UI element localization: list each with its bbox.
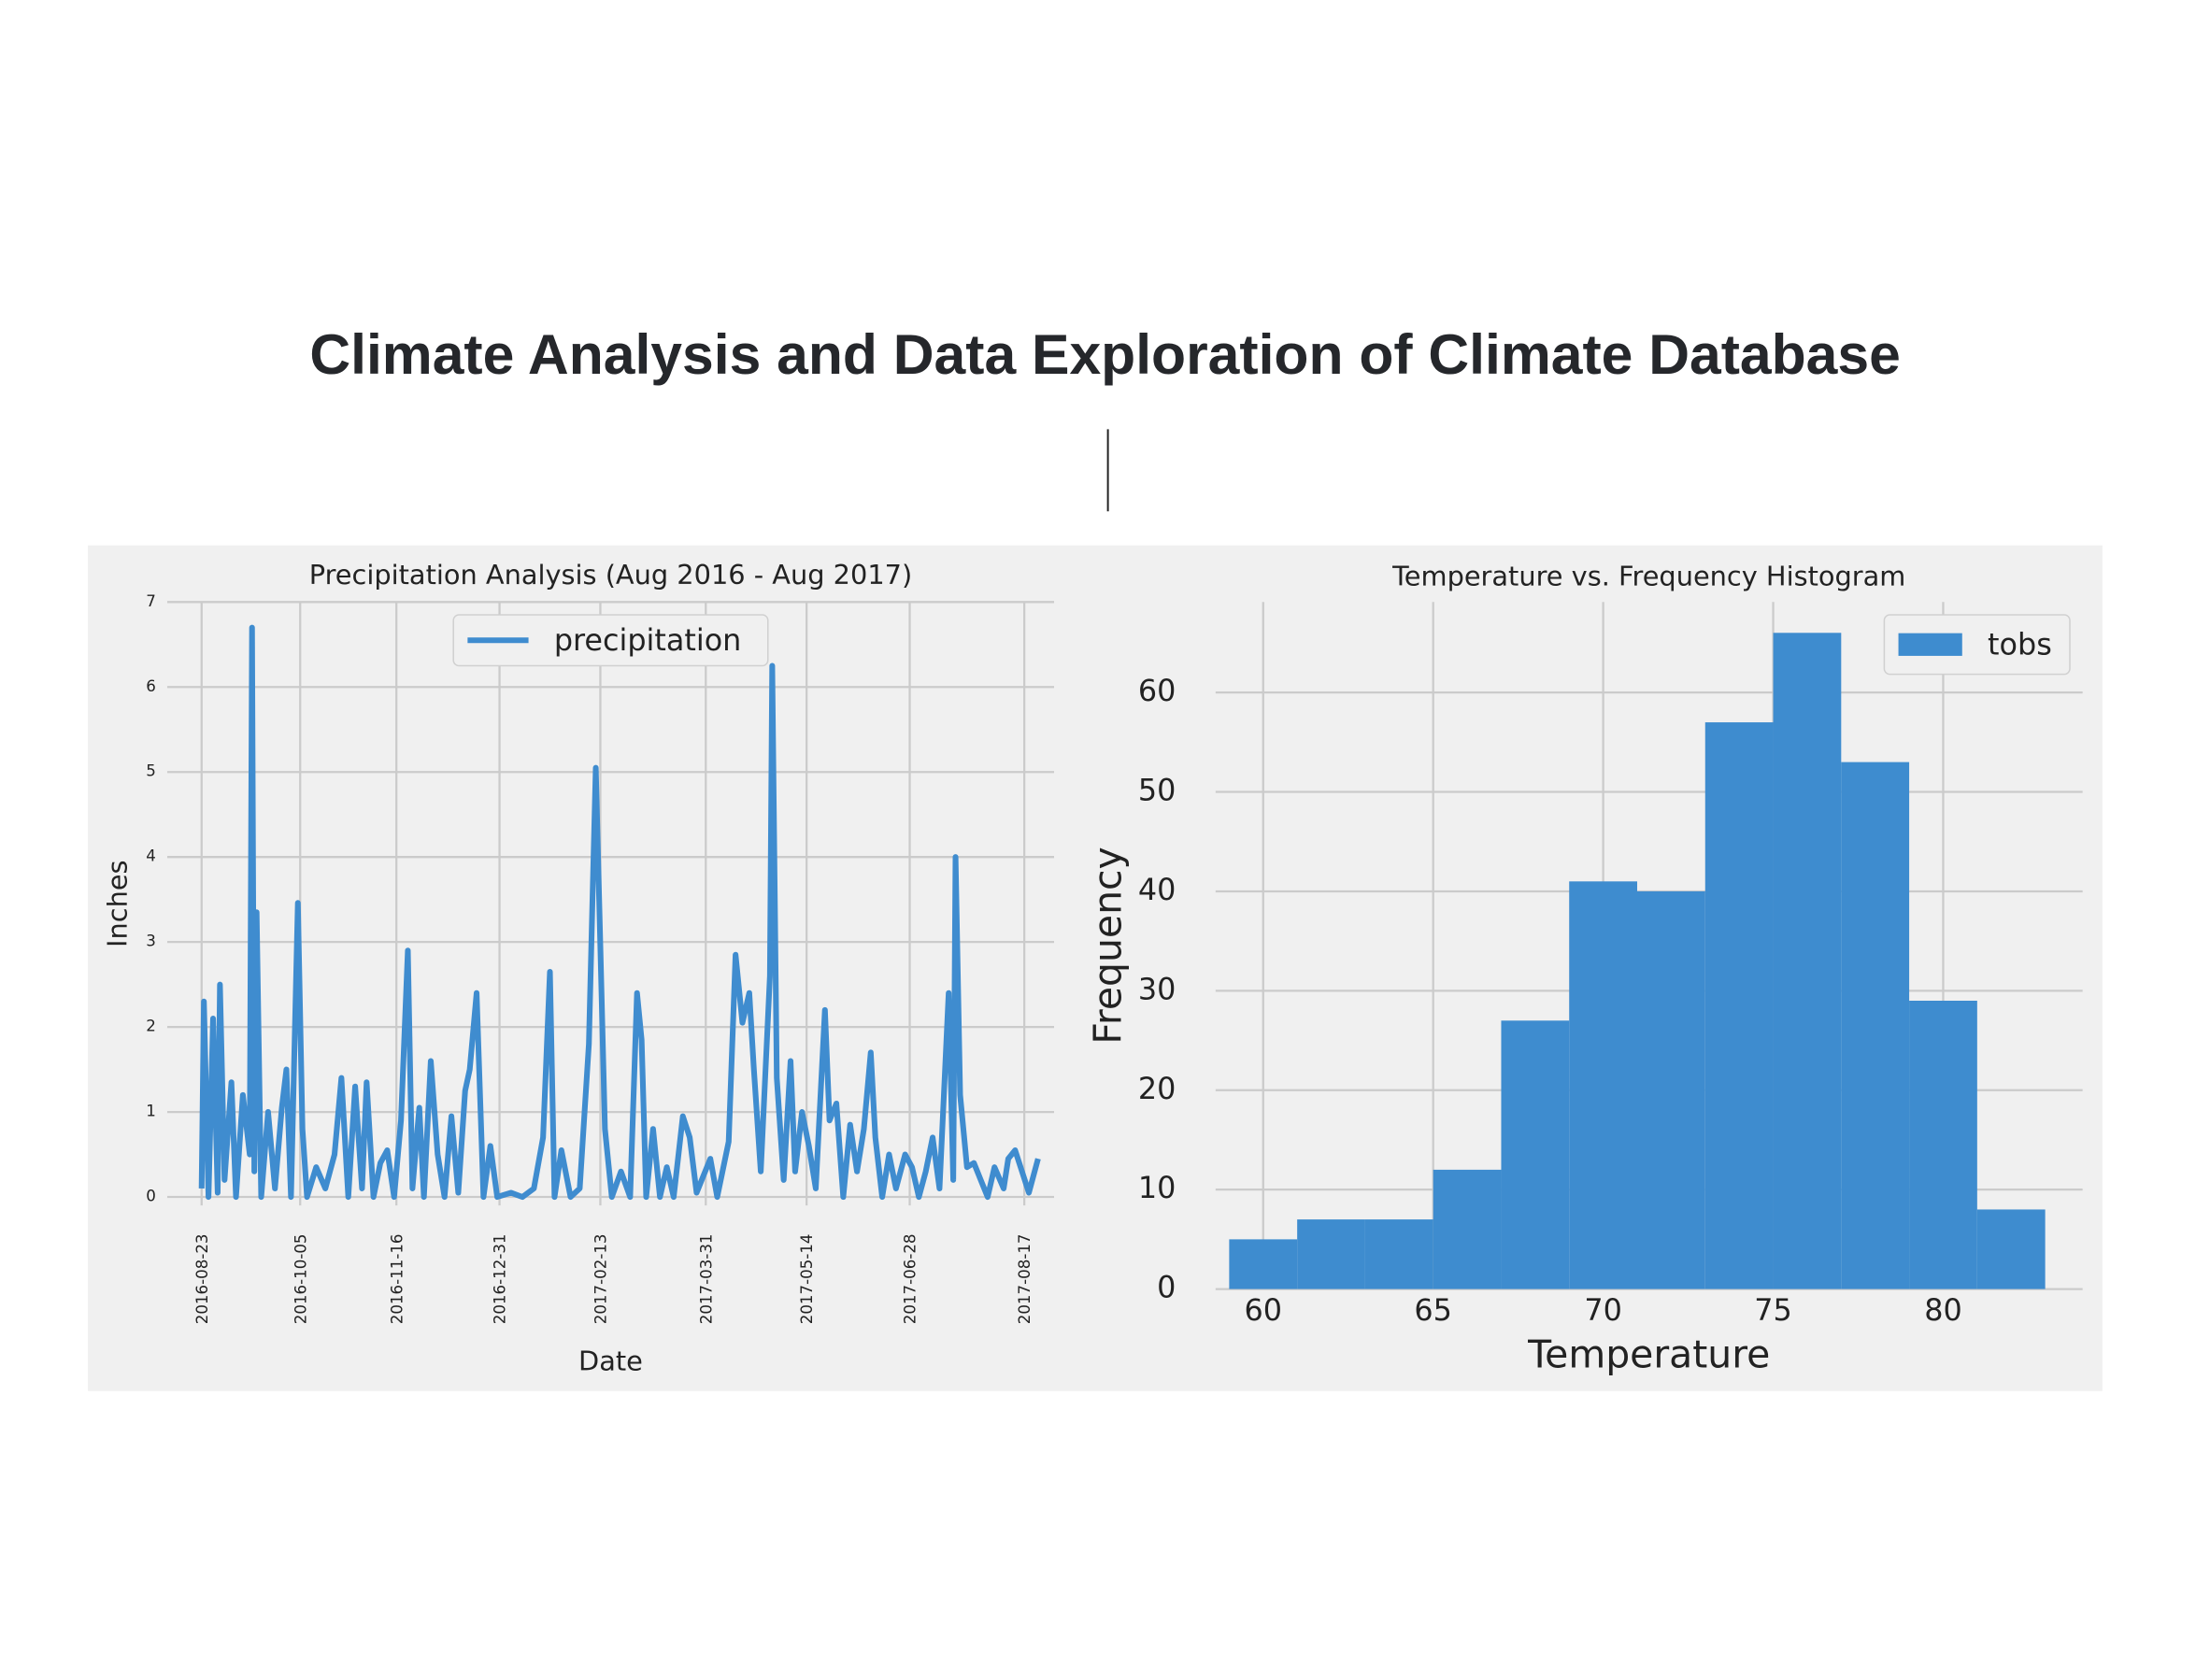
y-tick-label: 6 (146, 677, 156, 695)
histogram-bar (1909, 1000, 1977, 1289)
y-tick-label: 2 (146, 1018, 156, 1035)
y-tick-label: 0 (1157, 1270, 1176, 1305)
legend-label: precipitation (554, 622, 742, 658)
x-tick-label: 70 (1584, 1292, 1622, 1328)
chart-title: Temperature vs. Frequency Histogram (1391, 561, 1905, 592)
histogram-bar (1569, 881, 1637, 1289)
x-tick-label: 2016-11-16 (388, 1233, 406, 1324)
histogram-bar (1433, 1169, 1502, 1289)
y-tick-label: 7 (146, 592, 156, 610)
histogram-bar (1364, 1219, 1433, 1289)
x-axis-label: Temperature (1527, 1331, 1770, 1376)
x-tick-label: 2017-02-13 (592, 1233, 610, 1324)
y-tick-label: 1 (146, 1103, 156, 1120)
histogram-bar (1501, 1020, 1570, 1289)
legend-box (1883, 614, 2071, 676)
histogram-bar (1229, 1239, 1298, 1289)
precipitation-line (198, 624, 1041, 1201)
x-tick-label: 80 (1924, 1292, 1962, 1328)
y-tick-label: 4 (146, 847, 156, 865)
legend-label: tobs (1988, 626, 2052, 662)
x-tick-label: 2017-08-17 (1016, 1233, 1034, 1324)
y-tick-label: 3 (146, 933, 156, 950)
x-tick-label: 2017-05-14 (798, 1233, 816, 1324)
x-tick-label: 60 (1245, 1292, 1283, 1328)
chart-title: Precipitation Analysis (Aug 2016 - Aug 2… (309, 559, 912, 591)
x-axis-label: Date (578, 1345, 643, 1376)
histogram-bar (1636, 890, 1705, 1289)
legend-box (452, 614, 769, 667)
legend-swatch (1898, 633, 1962, 656)
y-tick-label: 60 (1138, 673, 1176, 708)
histogram-bar (1773, 633, 1842, 1289)
y-tick-label: 0 (146, 1188, 156, 1205)
histogram-bar (1976, 1209, 2046, 1289)
y-tick-label: 5 (146, 762, 156, 780)
x-tick-label: 2017-06-28 (902, 1233, 920, 1324)
x-tick-label: 2017-03-31 (697, 1233, 715, 1324)
x-tick-label: 65 (1414, 1292, 1452, 1328)
x-tick-label: 2016-10-05 (292, 1233, 309, 1324)
x-tick-label: 2016-12-31 (492, 1233, 509, 1324)
y-tick-label: 10 (1138, 1170, 1176, 1205)
y-tick-label: 20 (1138, 1071, 1176, 1106)
y-tick-label: 30 (1138, 971, 1176, 1006)
histogram-bar (1297, 1219, 1365, 1289)
y-axis-label: Frequency (1086, 847, 1131, 1044)
slide-title: Climate Analysis and Data Exploration of… (309, 322, 1900, 386)
y-tick-label: 50 (1138, 773, 1176, 808)
histogram-bar (1704, 722, 1774, 1289)
x-tick-label: 2016-08-23 (193, 1233, 211, 1324)
histogram-bar (1841, 762, 1910, 1289)
y-axis-label: Inches (101, 860, 133, 947)
x-tick-label: 75 (1754, 1292, 1792, 1328)
y-tick-label: 40 (1138, 872, 1176, 907)
